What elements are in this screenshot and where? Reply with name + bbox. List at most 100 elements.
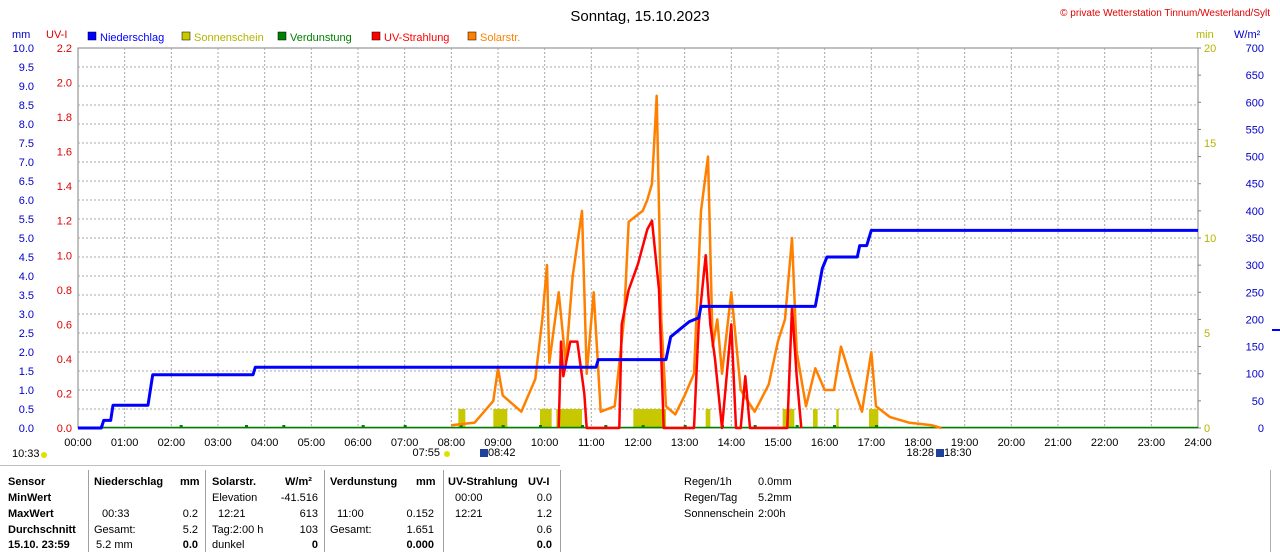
extra-value-0: 0.0mm: [758, 476, 792, 488]
copyright-label: © private Wetterstation Tinnum/Westerlan…: [1060, 8, 1270, 19]
mm-tick-label: 5.5: [19, 214, 34, 226]
mm-tick-label: 2.5: [19, 328, 34, 340]
mm-tick-label: 4.5: [19, 252, 34, 264]
min-tick-label: 0: [1204, 423, 1210, 435]
mm-tick-label: 0.0: [19, 423, 34, 435]
sunrise-time-b: 08:42: [488, 447, 516, 459]
extra-label-2: Sonnenschein: [684, 508, 754, 520]
x-tick-label: 04:00: [251, 437, 279, 449]
mm-tick-label: 4.0: [19, 271, 34, 283]
evaporation-mark: [641, 425, 645, 428]
wm2-tick-label: 200: [1246, 314, 1264, 326]
chart-title: Sonntag, 15.10.2023: [570, 8, 709, 25]
table-divider: [560, 470, 561, 552]
row-avg-solar-value: 103: [299, 524, 318, 536]
mm-tick-label: 6.5: [19, 176, 34, 188]
sunshine-bar: [836, 409, 839, 428]
header-wm2: W/m²: [285, 476, 312, 488]
mm-tick-label: 3.5: [19, 290, 34, 302]
mm-tick-label: 6.0: [19, 195, 34, 207]
x-tick-label: 11:00: [578, 437, 605, 449]
row-avg-v-label: Gesamt:: [330, 524, 372, 536]
uvi-tick-label: 1.0: [57, 250, 72, 262]
row-max-uv-value: 1.2: [536, 508, 552, 520]
row-max-solar-time: 12:21: [218, 508, 246, 520]
legend-swatch: [181, 31, 191, 41]
sunset-icon: [936, 449, 944, 457]
scrollbar-stub[interactable]: [1270, 470, 1280, 552]
evaporation-mark: [179, 425, 183, 428]
mm-tick-label: 5.0: [19, 233, 34, 245]
evaporation-mark: [501, 425, 505, 428]
row-last-v-value: 0.000: [406, 539, 434, 551]
evaporation-mark: [753, 425, 757, 428]
series-uvstrahlung-line: [557, 219, 803, 430]
x-tick-label: 13:00: [671, 437, 699, 449]
x-tick-label: 08:00: [438, 437, 466, 449]
wm2-tick-label: 700: [1246, 43, 1264, 55]
mm-tick-label: 1.5: [19, 366, 34, 378]
row-max-solar-value: 613: [299, 508, 318, 520]
x-tick-label: 24:00: [1184, 437, 1212, 449]
evaporation-mark: [403, 425, 407, 428]
evaporation-mark: [539, 425, 542, 428]
min-tick-label: 10: [1204, 233, 1216, 245]
sunshine-bar: [493, 409, 508, 428]
legend-swatch: [371, 31, 381, 41]
x-tick-label: 19:00: [951, 437, 979, 449]
evaporation-mark: [459, 425, 463, 428]
row-min-uv-value: 0.0: [536, 492, 552, 504]
x-tick-label: 05:00: [298, 437, 326, 449]
header-mm: mm: [180, 476, 200, 488]
header-uvi: UV-I: [528, 476, 550, 488]
sunset-time-b: 18:30: [944, 447, 972, 459]
wm2-tick-label: 150: [1246, 342, 1264, 354]
wm2-tick-label: 0: [1258, 423, 1264, 435]
x-tick-label: 14:00: [718, 437, 746, 449]
row-last-solar-value: 0: [311, 539, 318, 551]
row-min-solar-value: -41.516: [280, 492, 318, 504]
evaporation-mark: [282, 425, 286, 428]
legend-label: UV-Strahlung: [384, 32, 449, 44]
uvi-tick-label: 1.8: [57, 112, 72, 124]
sun-icon: [41, 452, 47, 458]
wm2-tick-label: 400: [1246, 206, 1264, 218]
uvi-tick-label: 2.0: [57, 78, 72, 90]
uvi-tick-label: 0.8: [57, 285, 72, 297]
wm2-unit-label: W/m²: [1234, 29, 1261, 41]
chart-grid: [77, 47, 1280, 429]
x-tick-label: 23:00: [1138, 437, 1166, 449]
row-min-label: MinWert: [8, 492, 52, 504]
mm-tick-label: 7.0: [19, 157, 34, 169]
sunshine-bar: [540, 409, 552, 428]
legend-label: Sonnenschein: [194, 32, 264, 44]
time-markers: 10:33 07:55 08:42 18:28 18:30: [12, 447, 972, 460]
table-divider: [205, 470, 206, 552]
evaporation-mark: [875, 425, 878, 428]
x-tick-label: 20:00: [998, 437, 1026, 449]
extra-label-0: Regen/1h: [684, 476, 732, 488]
row-last-uv-value: 0.0: [536, 539, 552, 551]
mm-tick-label: 8.5: [19, 100, 34, 112]
x-tick-label: 07:00: [391, 437, 419, 449]
row-last-label: 15.10. 23:59: [8, 539, 70, 551]
sunshine-bar: [556, 409, 582, 428]
row-avg-v-value: 1.651: [406, 524, 434, 536]
row-min-solar-label: Elevation: [212, 492, 258, 504]
wm2-tick-label: 600: [1246, 97, 1264, 109]
evaporation-mark: [361, 425, 365, 428]
min-unit-label: min: [1196, 29, 1214, 41]
mm-tick-label: 0.5: [19, 404, 34, 416]
mm-unit-label: mm: [12, 29, 30, 41]
x-tick-label: 02:00: [158, 437, 186, 449]
legend-label: Niederschlag: [100, 32, 164, 44]
uvi-tick-label: 0.2: [57, 388, 72, 400]
chart-series: [78, 94, 1198, 430]
table-divider: [443, 470, 444, 552]
x-tick-label: 22:00: [1091, 437, 1119, 449]
sunshine-bars: [78, 409, 1198, 429]
mm-tick-label: 7.5: [19, 138, 34, 150]
x-tick-label: 21:00: [1044, 437, 1072, 449]
x-tick-label: 15:00: [764, 437, 792, 449]
mm-tick-label: 8.0: [19, 119, 34, 131]
